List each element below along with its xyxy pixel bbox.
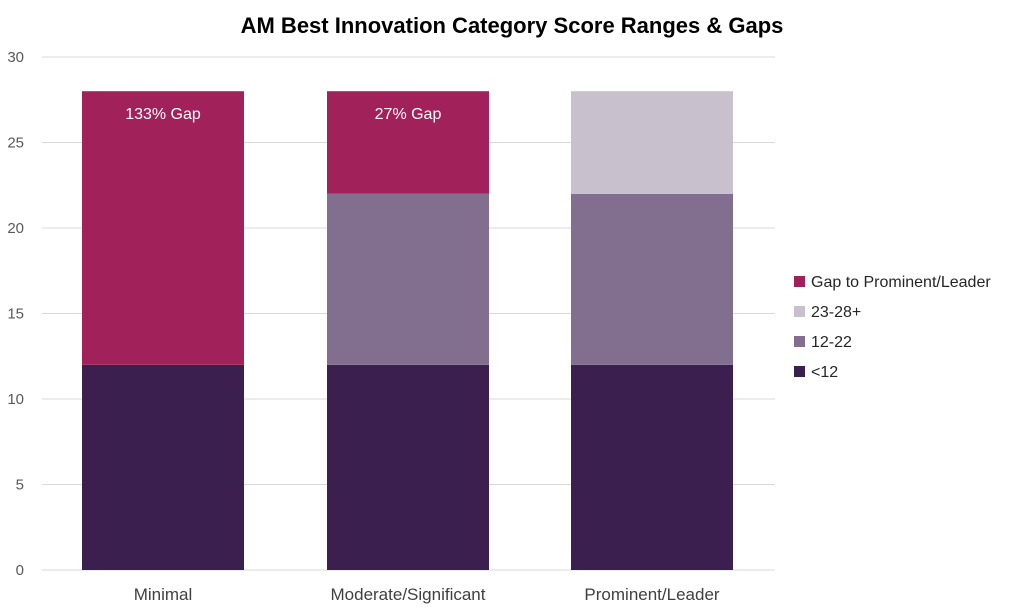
legend-swatch (794, 336, 805, 347)
y-tick-label: 0 (16, 562, 24, 579)
x-category-label: Minimal (134, 585, 193, 604)
y-tick-label: 10 (7, 391, 24, 408)
x-category-label: Prominent/Leader (584, 585, 719, 604)
legend-label: 12-22 (811, 334, 852, 351)
bar-segment (571, 91, 733, 194)
x-axis: Minimal Moderate/Significant Prominent/Lea… (134, 585, 720, 604)
y-tick-label: 30 (7, 49, 24, 66)
bar-segment (327, 91, 489, 194)
bar-segment (82, 91, 244, 365)
y-tick-label: 20 (7, 220, 24, 237)
legend: Gap to Prominent/Leader 23-28+ 12-22 <12 (794, 274, 991, 381)
legend-swatch (794, 366, 805, 377)
y-tick-label: 5 (16, 477, 24, 494)
bar-segment (571, 364, 733, 570)
annotations: 133% Gap 27% Gap (125, 106, 441, 123)
y-axis: 0 5 10 15 20 25 30 (7, 49, 24, 579)
bar-segment (327, 193, 489, 365)
bar-segment (571, 193, 733, 365)
gap-annotation: 133% Gap (125, 106, 201, 123)
x-category-label: Moderate/Significant (331, 585, 486, 604)
legend-swatch (794, 276, 805, 287)
gap-annotation: 27% Gap (375, 106, 442, 123)
legend-label: Gap to Prominent/Leader (811, 274, 991, 291)
bar-segment (82, 364, 244, 570)
chart-title: AM Best Innovation Category Score Ranges… (241, 13, 784, 38)
legend-label: 23-28+ (811, 304, 861, 321)
y-tick-label: 15 (7, 306, 24, 323)
bar-segment (327, 364, 489, 570)
y-tick-label: 25 (7, 135, 24, 152)
legend-swatch (794, 306, 805, 317)
bars (82, 91, 733, 570)
legend-label: <12 (811, 364, 838, 381)
